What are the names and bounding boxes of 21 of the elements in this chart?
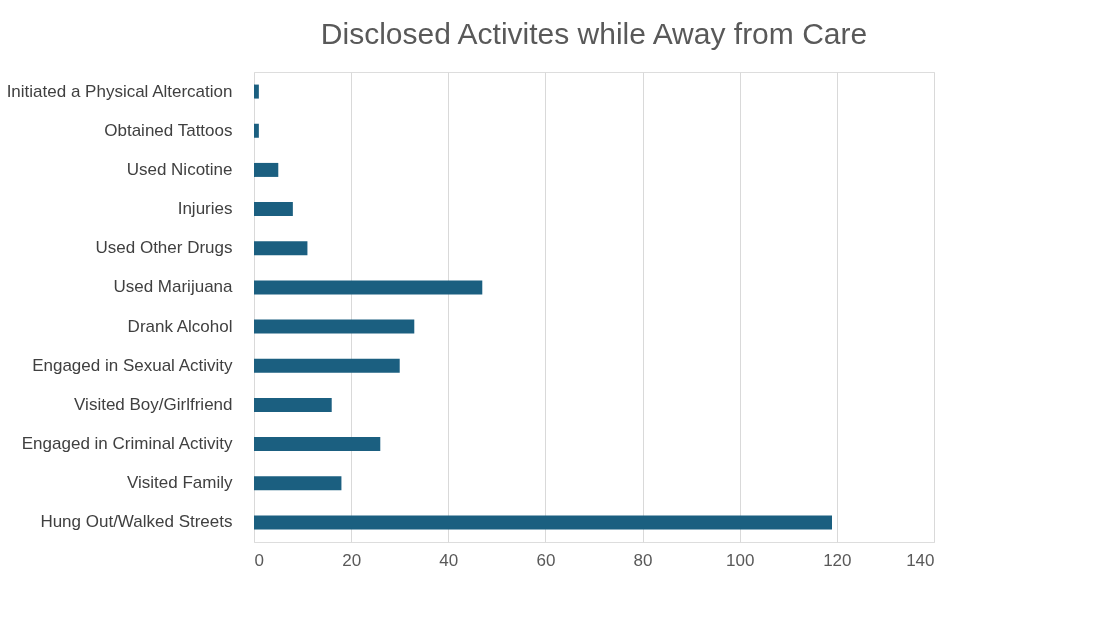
y-tick-label: Used Other Drugs — [95, 238, 233, 258]
x-tick-label: 80 — [633, 550, 653, 570]
y-tick-label: Obtained Tattoos — [104, 120, 233, 140]
y-tick-label: Injuries — [177, 199, 233, 219]
x-tick-label: 20 — [342, 550, 362, 570]
x-tick-label: 0 — [254, 550, 264, 570]
y-tick-label: Engaged in Criminal Activity — [21, 434, 233, 454]
x-tick-label: 120 — [823, 550, 852, 570]
y-tick-label: Initiated a Physical Altercation — [6, 81, 233, 101]
y-tick-label: Drank Alcohol — [127, 316, 233, 336]
y-tick-label: Hung Out/Walked Streets — [40, 512, 233, 532]
chart-title: Disclosed Activites while Away from Care — [320, 17, 868, 50]
x-tick-label: 100 — [726, 550, 755, 570]
y-tick-label: Used Marijuana — [113, 277, 234, 297]
x-tick-label: 60 — [536, 550, 556, 570]
y-tick-label: Visited Boy/Girlfriend — [74, 394, 233, 414]
y-tick-label: Visited Family — [127, 473, 233, 493]
x-tick-label: 40 — [439, 550, 459, 570]
y-tick-label: Engaged in Sexual Activity — [32, 355, 233, 375]
x-tick-label: 140 — [906, 550, 935, 570]
y-tick-label: Used Nicotine — [126, 159, 233, 179]
